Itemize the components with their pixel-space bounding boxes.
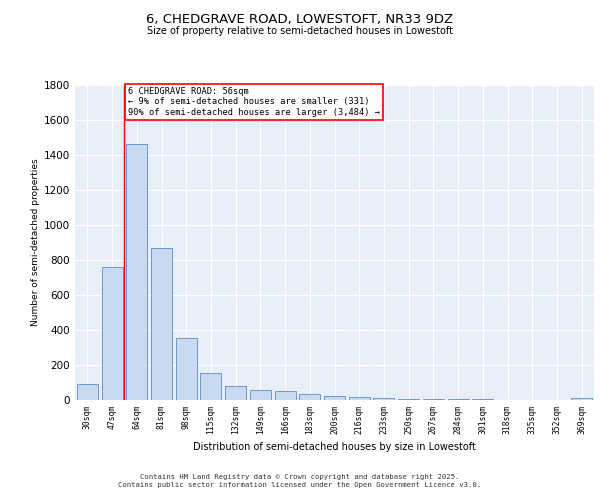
- Bar: [200, 373, 221, 400]
- Bar: [423, 399, 444, 400]
- Bar: [275, 391, 296, 400]
- Y-axis label: Number of semi-detached properties: Number of semi-detached properties: [31, 158, 40, 326]
- Bar: [349, 397, 370, 400]
- Bar: [176, 338, 197, 400]
- Text: Size of property relative to semi-detached houses in Lowestoft: Size of property relative to semi-detach…: [147, 26, 453, 36]
- Text: 6, CHEDGRAVE ROAD, LOWESTOFT, NR33 9DZ: 6, CHEDGRAVE ROAD, LOWESTOFT, NR33 9DZ: [146, 12, 454, 26]
- Bar: [126, 144, 147, 400]
- Bar: [373, 398, 394, 400]
- Bar: [77, 384, 98, 400]
- Bar: [299, 394, 320, 400]
- Bar: [250, 390, 271, 400]
- Bar: [151, 248, 172, 400]
- Bar: [101, 267, 122, 400]
- Bar: [398, 398, 419, 400]
- Text: Contains HM Land Registry data © Crown copyright and database right 2025.
Contai: Contains HM Land Registry data © Crown c…: [118, 474, 482, 488]
- X-axis label: Distribution of semi-detached houses by size in Lowestoft: Distribution of semi-detached houses by …: [193, 442, 476, 452]
- Bar: [225, 386, 246, 400]
- Bar: [571, 398, 592, 400]
- Text: 6 CHEDGRAVE ROAD: 56sqm
← 9% of semi-detached houses are smaller (331)
90% of se: 6 CHEDGRAVE ROAD: 56sqm ← 9% of semi-det…: [128, 86, 380, 117]
- Bar: [324, 396, 345, 400]
